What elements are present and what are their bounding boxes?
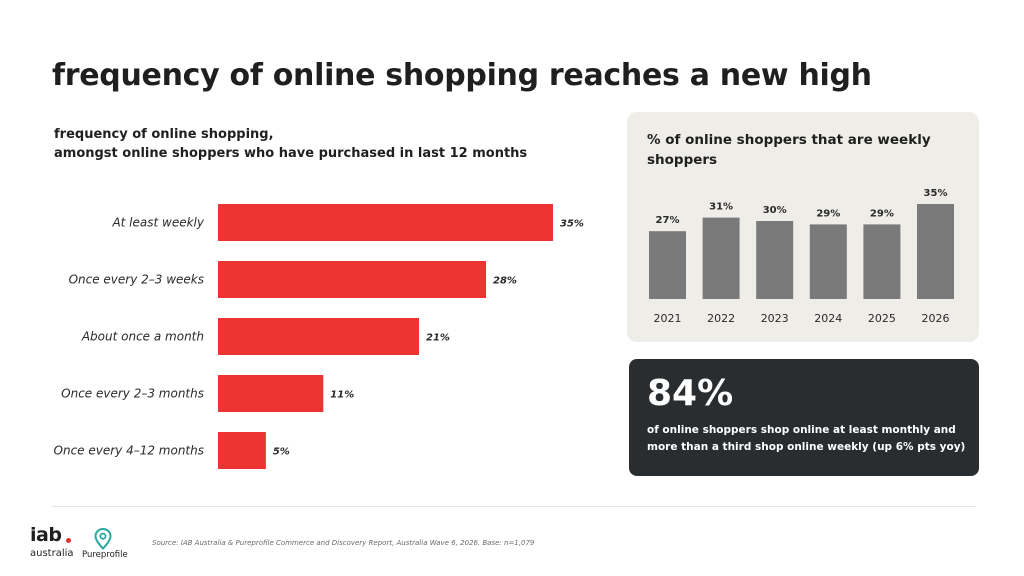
source-note: Source: IAB Australia & Pureprofile Comm… <box>152 539 535 547</box>
panel-title: % of online shoppers that are weekly sho… <box>647 132 931 168</box>
iab-australia-logo: iab australia <box>30 524 74 564</box>
bar <box>218 375 324 412</box>
bar <box>218 204 553 241</box>
footer-divider <box>52 506 976 507</box>
category-label: Once every 2–3 months <box>61 387 204 401</box>
iab-logo-word: iab <box>30 524 62 546</box>
bar <box>218 261 486 298</box>
location-pin-icon <box>94 528 112 550</box>
data-label: 21% <box>426 333 450 344</box>
bar <box>863 224 901 299</box>
page-title: frequency of online shopping reaches a n… <box>52 58 872 93</box>
chart-subtitle-line-2: amongst online shoppers who have purchas… <box>54 146 528 161</box>
data-label: 29% <box>816 208 840 219</box>
category-label: Once every 2–3 weeks <box>69 273 204 287</box>
data-label: 28% <box>493 276 517 287</box>
data-label: 35% <box>560 219 584 230</box>
tick-label: 2026 <box>922 312 950 325</box>
tick-label: 2022 <box>707 312 735 325</box>
pureprofile-logo-word: Pureprofile <box>82 550 128 560</box>
callout-box: 84% of online shoppers shop online at le… <box>629 359 979 476</box>
category-label: At least weekly <box>111 216 204 230</box>
bar <box>649 231 686 299</box>
bar <box>917 204 954 299</box>
tick-label: 2021 <box>654 312 682 325</box>
category-label: Once every 4–12 months <box>54 444 204 458</box>
category-label: About once a month <box>81 330 204 344</box>
chart-subtitle-line-1: frequency of online shopping, <box>54 127 274 142</box>
frequency-bar-chart: At least weekly 35% Once every 2–3 weeks 28… <box>54 204 584 469</box>
bar <box>218 432 266 469</box>
weekly-shoppers-panel: 27% 2021 31% 2022 30% 2023 29% 2024 29% 2025 35% 20… <box>627 112 979 342</box>
weekly-shoppers-bar-chart: 27% 2021 31% 2022 30% 2023 29% 2024 29% 2025 35% 20… <box>649 188 954 325</box>
bar <box>218 318 419 355</box>
data-label: 27% <box>656 215 680 226</box>
chart-subtitle: frequency of online shopping, amongst on… <box>54 125 527 163</box>
bar <box>756 221 794 299</box>
data-label: 29% <box>870 208 894 219</box>
tick-label: 2025 <box>868 312 896 325</box>
callout-value: 84% <box>647 373 734 414</box>
data-label: 5% <box>273 447 290 458</box>
data-label: 31% <box>709 202 733 213</box>
data-label: 11% <box>330 390 354 401</box>
data-label: 35% <box>924 188 948 199</box>
bar <box>702 217 740 299</box>
iab-logo-sub: australia <box>30 548 74 559</box>
bar <box>809 224 847 299</box>
pureprofile-logo: Pureprofile <box>82 528 132 564</box>
iab-logo-dot <box>66 538 71 543</box>
callout-text: of online shoppers shop online at least … <box>647 424 966 453</box>
tick-label: 2024 <box>814 312 842 325</box>
tick-label: 2023 <box>761 312 789 325</box>
data-label: 30% <box>763 205 787 216</box>
